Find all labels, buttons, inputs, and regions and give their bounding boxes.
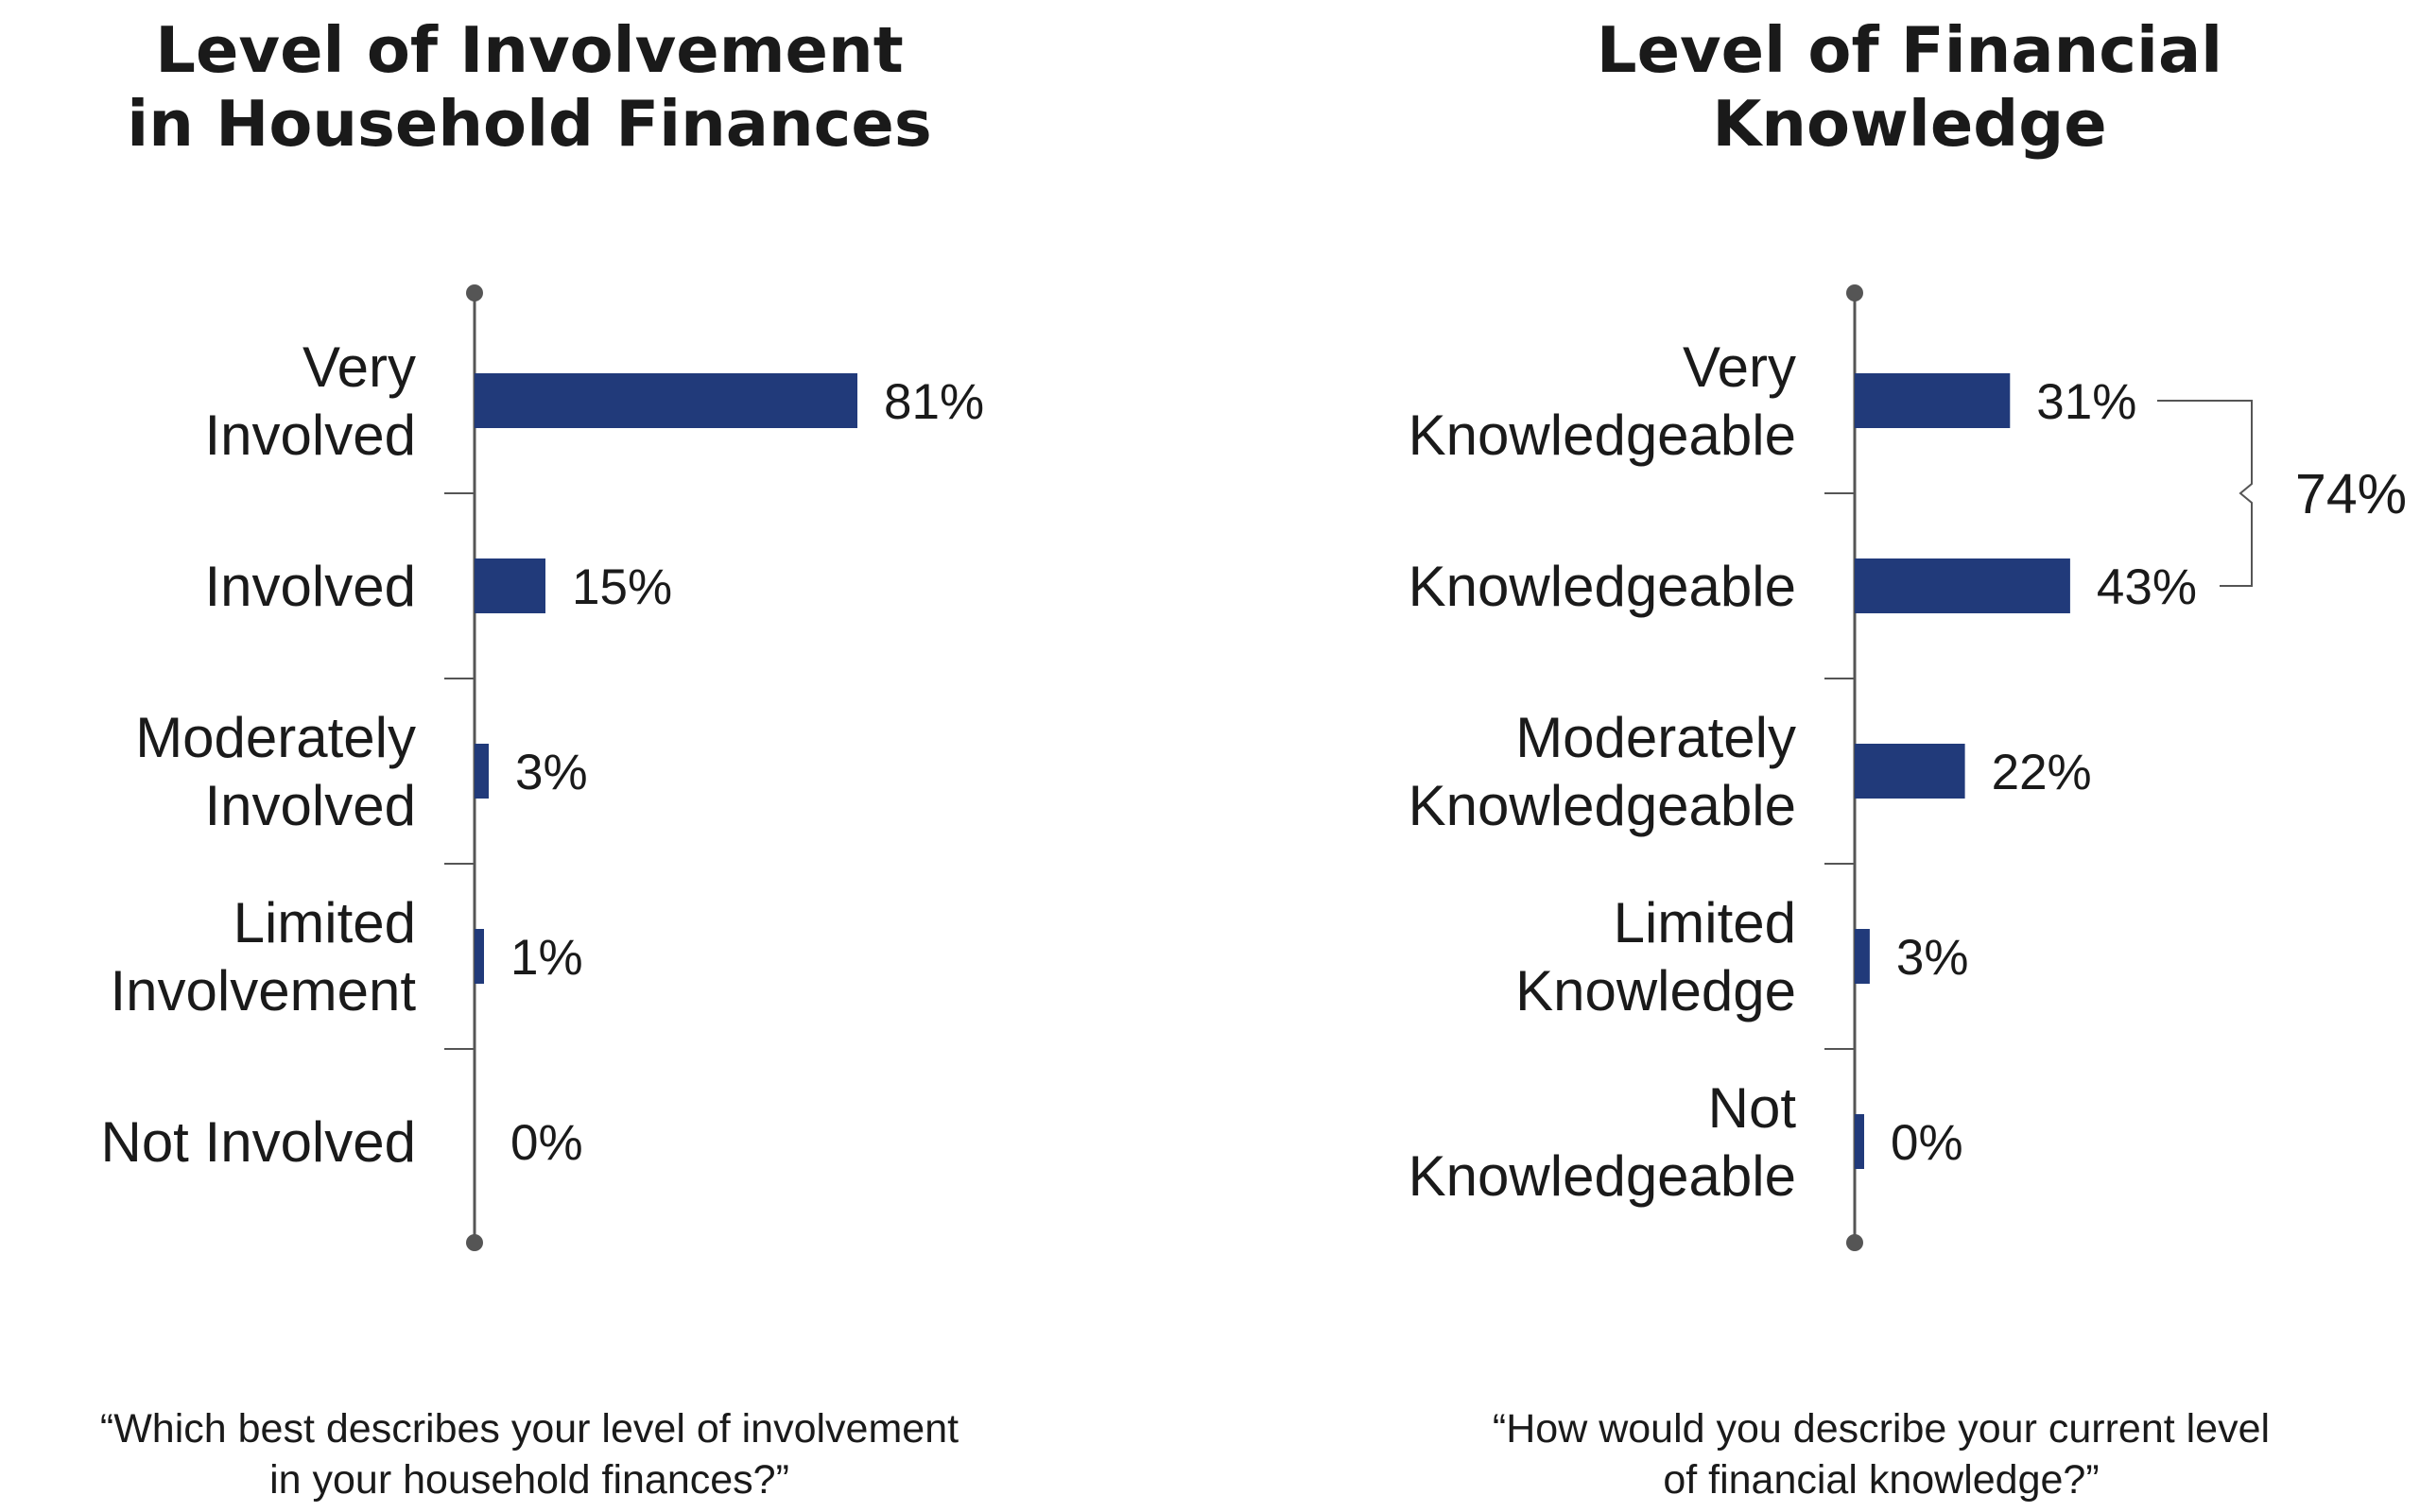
category-label: Very Involved [205, 335, 416, 467]
value-label: 31% [2036, 374, 2136, 430]
category-label: Limited Knowledge [1515, 891, 1796, 1022]
value-label: 43% [2097, 559, 2197, 615]
bar [1855, 373, 2011, 428]
involvement-chart-title: Level of Involvement in Household Financ… [127, 13, 932, 161]
bar [1855, 558, 2070, 613]
value-label: 81% [884, 374, 984, 430]
bar [475, 744, 489, 799]
bar [1855, 929, 1870, 984]
value-label: 15% [572, 559, 672, 615]
category-label: Moderately Knowledgeable [1409, 706, 1796, 837]
bracket-line [2157, 400, 2253, 587]
value-label: 3% [1896, 930, 1969, 986]
bar [475, 373, 857, 428]
category-label: Not Involved [100, 1110, 416, 1174]
category-label: Knowledgeable [1409, 555, 1796, 618]
value-label: 0% [510, 1115, 583, 1171]
knowledge-bar-chart: Very Knowledgeable 31% Knowledgeable 43% Mode… [1409, 284, 2407, 1251]
involvement-bar-chart: Very Involved 81% Involved 15% Moderately Invo… [100, 284, 984, 1251]
axis-top-dot [1846, 284, 1863, 301]
knowledge-survey-question: “How would you describe your current lev… [1492, 1406, 2271, 1503]
category-label: Very Knowledgeable [1409, 335, 1796, 467]
involvement-survey-question: “Which best describes your level of invo… [99, 1406, 959, 1503]
value-label: 3% [515, 745, 588, 800]
bar [475, 929, 484, 984]
category-label: Moderately Involved [135, 706, 416, 837]
category-label: Involved [205, 555, 416, 618]
bar [1855, 1114, 1864, 1169]
knowledge-chart-title: Level of Financial Knowledge [1596, 13, 2223, 161]
category-label: Limited Involvement [111, 891, 417, 1022]
value-label: 22% [1992, 745, 2092, 800]
axis-bottom-dot [466, 1234, 483, 1251]
value-label: 0% [1891, 1115, 1963, 1171]
value-label: 1% [510, 930, 583, 986]
axis-top-dot [466, 284, 483, 301]
knowledge-panel: Level of Financial Knowledge Very Knowled… [1210, 0, 2420, 1512]
bar [475, 558, 545, 613]
axis-bottom-dot [1846, 1234, 1863, 1251]
bar [1855, 744, 1965, 799]
bracket-total-label: 74% [2295, 463, 2407, 525]
involvement-panel: Level of Involvement in Household Financ… [99, 13, 984, 1503]
category-label: Not Knowledgeable [1409, 1076, 1797, 1208]
